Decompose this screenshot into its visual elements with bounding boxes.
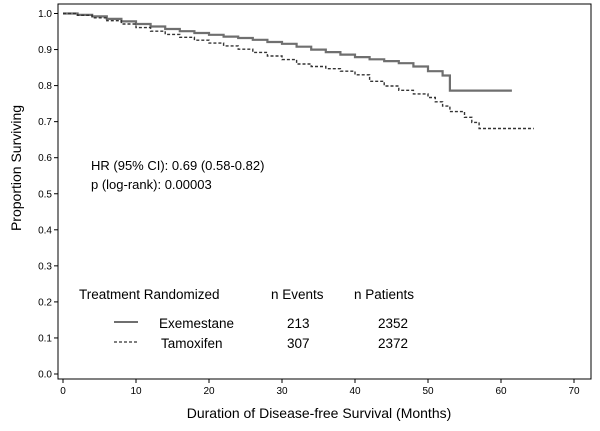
legend-header-patients: n Patients xyxy=(354,287,414,302)
legend-name-exemestane: Exemestane xyxy=(159,316,234,331)
legend-patients-tamoxifen: 2372 xyxy=(378,336,408,351)
series-line-exemestane xyxy=(63,12,512,92)
y-tick-label: 1.0 xyxy=(38,9,52,20)
y-tick-label: 0.9 xyxy=(38,45,52,56)
plot-area: 0.0 0.1 0.2 0.3 0.4 0.5 0.6 0.7 0.8 0.9 1.0 0 10 20 30… xyxy=(38,3,592,397)
x-tick-label: 30 xyxy=(276,386,288,397)
y-tick-label: 0.2 xyxy=(38,297,52,308)
y-tick-label: 0.7 xyxy=(38,117,52,128)
chart-text: Proportion Surviving Duration of Disease… xyxy=(8,105,451,421)
legend-name-tamoxifen: Tamoxifen xyxy=(161,336,223,351)
x-tick-label: 50 xyxy=(422,386,434,397)
x-tick-label: 10 xyxy=(130,386,142,397)
y-tick-label: 0.8 xyxy=(38,81,52,92)
x-axis-label: Duration of Disease-free Survival (Month… xyxy=(187,405,452,421)
x-tick-label: 60 xyxy=(495,386,507,397)
x-tick-label: 0 xyxy=(60,386,66,397)
x-tick-label: 20 xyxy=(203,386,215,397)
y-tick-label: 0.1 xyxy=(38,333,52,344)
x-tick-label: 70 xyxy=(568,386,580,397)
y-tick-label: 0.3 xyxy=(38,261,52,272)
legend-events-tamoxifen: 307 xyxy=(287,336,310,351)
plot-frame xyxy=(57,3,592,380)
y-tick-label: 0.6 xyxy=(38,153,52,164)
legend-events-exemestane: 213 xyxy=(287,316,310,331)
logrank-p-annotation: p (log-rank): 0.00003 xyxy=(91,177,212,192)
x-tick-label: 40 xyxy=(349,386,361,397)
legend-patients-exemestane: 2352 xyxy=(378,316,408,331)
y-axis-label: Proportion Surviving xyxy=(8,105,24,231)
y-tick-label: 0.4 xyxy=(38,225,52,236)
hazard-ratio-annotation: HR (95% CI): 0.69 (0.58-0.82) xyxy=(91,158,264,173)
series-line-tamoxifen xyxy=(63,12,534,130)
y-tick-label: 0.5 xyxy=(38,189,52,200)
legend-header-events: n Events xyxy=(271,287,324,302)
legend-header-treatment: Treatment Randomized xyxy=(79,287,220,302)
y-tick-label: 0.0 xyxy=(38,370,52,381)
